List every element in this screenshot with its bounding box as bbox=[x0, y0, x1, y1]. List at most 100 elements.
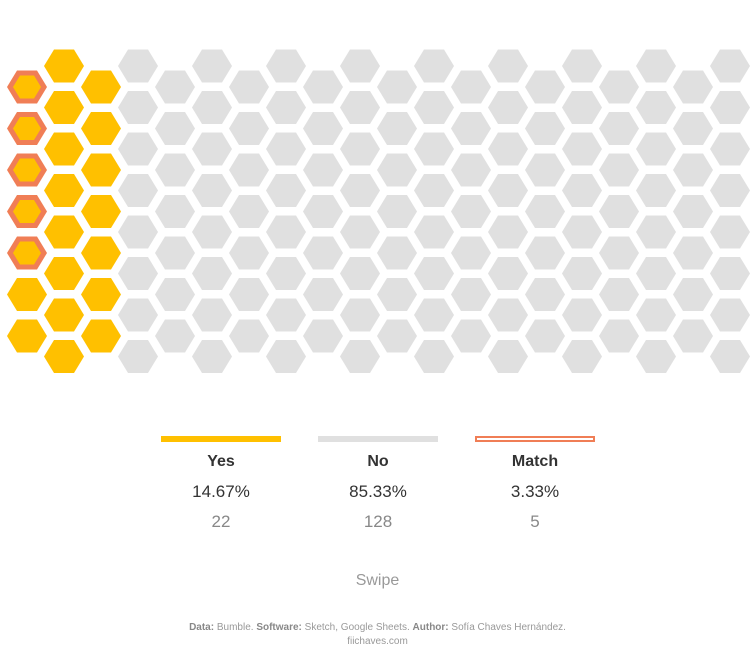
hex-cell-no bbox=[673, 278, 713, 311]
legend-match-count: 5 bbox=[530, 512, 540, 531]
hex-cell-yes bbox=[44, 340, 84, 373]
hex-cell-no bbox=[673, 153, 713, 187]
legend-yes: Yes 14.67% 22 bbox=[161, 436, 281, 532]
hex-cell-no bbox=[303, 278, 343, 311]
hex-cell-no bbox=[340, 49, 380, 83]
hex-cell-yes bbox=[81, 319, 121, 353]
hex-cell-no bbox=[451, 112, 491, 145]
hex-cell-no bbox=[377, 112, 417, 145]
hex-cell-no bbox=[599, 319, 639, 353]
hex-cell-no bbox=[636, 174, 676, 207]
hex-cell-no bbox=[118, 298, 158, 332]
hex-cell-no bbox=[229, 236, 269, 270]
hex-cell-no bbox=[562, 215, 602, 249]
legend-yes-count: 22 bbox=[211, 512, 231, 531]
hex-cell-no bbox=[414, 49, 454, 83]
hex-cell-no bbox=[562, 174, 602, 207]
hex-cell-no bbox=[636, 340, 676, 373]
hex-cell-no bbox=[525, 70, 565, 104]
hex-cell-no bbox=[599, 112, 639, 145]
hex-cell-no bbox=[266, 215, 306, 249]
hex-cell-no bbox=[266, 91, 306, 124]
legend-no-percent: 85.33% bbox=[349, 482, 407, 501]
hex-cell-no bbox=[710, 91, 750, 124]
hex-cell-no bbox=[525, 112, 565, 145]
hex-cell-no bbox=[673, 70, 713, 104]
hex-cell-no bbox=[340, 132, 380, 166]
hex-cell-no bbox=[525, 236, 565, 270]
hex-cell-no bbox=[599, 236, 639, 270]
hex-cell-no bbox=[673, 319, 713, 353]
hex-cell-no bbox=[155, 70, 195, 104]
hex-cell-no bbox=[451, 195, 491, 228]
legend-match-label: Match bbox=[511, 453, 559, 470]
hex-cell-no bbox=[118, 49, 158, 83]
hex-cell-no bbox=[229, 153, 269, 187]
hex-cell-no bbox=[229, 70, 269, 104]
hex-cell-no bbox=[266, 132, 306, 166]
hex-cell-no bbox=[340, 257, 380, 290]
hex-cell-no bbox=[673, 112, 713, 145]
hex-cell-yes bbox=[81, 236, 121, 270]
hex-cell-yes bbox=[44, 215, 84, 249]
hex-cell-no bbox=[118, 257, 158, 290]
hex-cell-no bbox=[118, 91, 158, 124]
hex-cell-no bbox=[488, 215, 528, 249]
hex-cell-no bbox=[192, 91, 232, 124]
hex-cell-no bbox=[636, 298, 676, 332]
hex-cell-no bbox=[118, 174, 158, 207]
hex-cell-no bbox=[673, 195, 713, 228]
hex-cell-no bbox=[710, 132, 750, 166]
credits-site: fiichaves.com bbox=[347, 636, 408, 647]
hex-cell-no bbox=[192, 257, 232, 290]
hex-cell-no bbox=[155, 319, 195, 353]
legend-match-swatch bbox=[475, 436, 595, 442]
hex-cell-no bbox=[710, 174, 750, 207]
hex-cell-no bbox=[414, 340, 454, 373]
hex-cell-no bbox=[377, 195, 417, 228]
legend-match: Match 3.33% 5 bbox=[475, 436, 595, 532]
hex-cell-no bbox=[636, 49, 676, 83]
hex-cell-no bbox=[562, 340, 602, 373]
hex-cell-no bbox=[488, 132, 528, 166]
hex-cell-no bbox=[155, 195, 195, 228]
hex-cell-no bbox=[155, 278, 195, 311]
hex-cell-no bbox=[266, 298, 306, 332]
credits-author-value: Sofía Chaves Hernández. bbox=[451, 622, 566, 633]
hex-cell-match-inner bbox=[13, 199, 41, 224]
hex-cell-no bbox=[266, 174, 306, 207]
hex-cell-no bbox=[303, 112, 343, 145]
hex-cell-no bbox=[488, 49, 528, 83]
hex-cell-no bbox=[229, 319, 269, 353]
hex-cell-yes bbox=[44, 174, 84, 207]
hex-cell-no bbox=[673, 236, 713, 270]
hex-cell-no bbox=[192, 132, 232, 166]
hex-cell-yes bbox=[44, 91, 84, 124]
hex-cell-match-inner bbox=[13, 158, 41, 182]
legend-no-count: 128 bbox=[363, 512, 393, 531]
hex-cell-no bbox=[414, 215, 454, 249]
hex-cell-no bbox=[266, 340, 306, 373]
hex-cell-no bbox=[414, 257, 454, 290]
hex-cell-no bbox=[377, 70, 417, 104]
hex-cell-no bbox=[414, 91, 454, 124]
hex-cell-no bbox=[340, 340, 380, 373]
hex-cell-yes bbox=[81, 278, 121, 311]
hex-cell-yes bbox=[44, 49, 84, 83]
legend-yes-percent: 14.67% bbox=[192, 482, 250, 501]
hex-cell-no bbox=[451, 319, 491, 353]
hex-cell-no bbox=[155, 236, 195, 270]
hexagon-grid bbox=[7, 49, 750, 373]
hex-cell-no bbox=[340, 215, 380, 249]
hex-cell-no bbox=[303, 70, 343, 104]
hex-cell-no bbox=[340, 174, 380, 207]
credits-author-label: Author: bbox=[412, 622, 449, 633]
hex-cell-no bbox=[636, 257, 676, 290]
credits-line: Data: Bumble. Software: Sketch, Google S… bbox=[0, 621, 755, 635]
hex-cell-no bbox=[488, 340, 528, 373]
hex-cell-no bbox=[710, 257, 750, 290]
hex-cell-no bbox=[377, 153, 417, 187]
hex-cell-no bbox=[710, 298, 750, 332]
hex-cell-no bbox=[377, 236, 417, 270]
hex-cell-no bbox=[192, 215, 232, 249]
